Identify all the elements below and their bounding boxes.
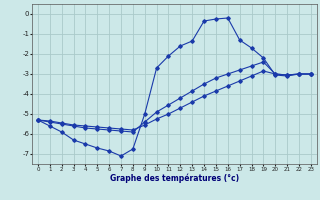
X-axis label: Graphe des températures (°c): Graphe des températures (°c) [110, 173, 239, 183]
